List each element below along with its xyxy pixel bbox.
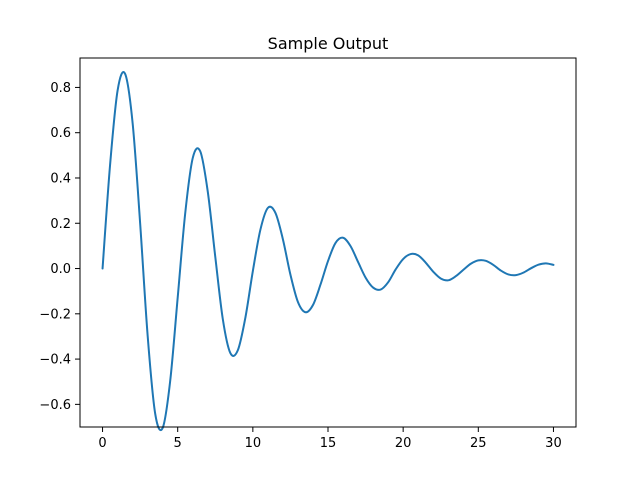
x-tick-label: 20 — [395, 436, 412, 451]
x-tick-label: 15 — [320, 436, 337, 451]
axes-frame — [79, 57, 577, 428]
plot-area — [101, 71, 555, 432]
y-tick-label: −0.4 — [39, 353, 71, 368]
y-axis: −0.6 −0.4 −0.2 0.0 0.2 0.4 0.6 0.8 — [39, 81, 80, 413]
chart-title: Sample Output — [268, 34, 389, 53]
x-tick-label: 0 — [98, 436, 106, 451]
y-tick-label: 0.6 — [50, 126, 71, 141]
x-tick-label: 30 — [545, 436, 562, 451]
y-tick-label: −0.6 — [39, 398, 71, 413]
y-tick-label: 0.4 — [50, 171, 71, 186]
x-axis: 0 5 10 15 20 25 30 — [98, 427, 562, 451]
y-tick-label: −0.2 — [39, 307, 71, 322]
y-tick-label: 0.2 — [50, 217, 71, 232]
y-tick-label: 0.0 — [50, 262, 71, 277]
x-tick-label: 5 — [174, 436, 182, 451]
y-tick-label: 0.8 — [50, 81, 71, 96]
x-tick-label: 25 — [470, 436, 487, 451]
x-tick-label: 10 — [245, 436, 262, 451]
series-line-1 — [101, 71, 555, 432]
